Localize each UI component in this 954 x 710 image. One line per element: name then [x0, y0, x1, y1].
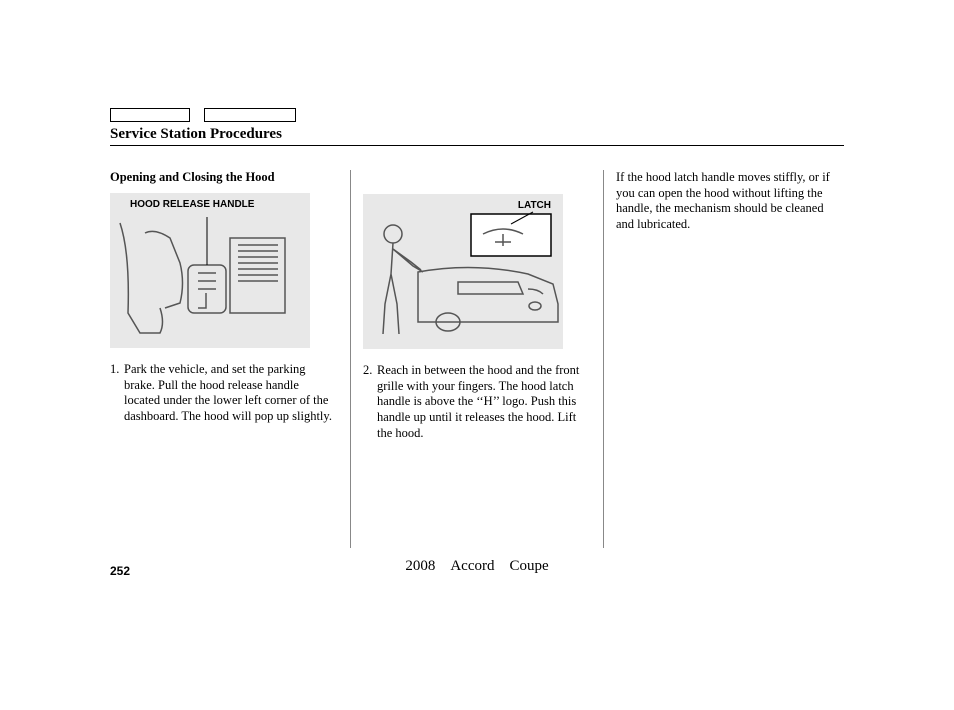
step-2-number: 2.: [363, 363, 377, 441]
illustration-label-1: HOOD RELEASE HANDLE: [130, 199, 254, 210]
column-3: If the hood latch handle moves stiffly, …: [603, 170, 844, 548]
illustration-latch: LATCH: [363, 194, 563, 349]
footer-model: 2008 Accord Coupe: [0, 558, 954, 575]
illustration-label-2: LATCH: [518, 200, 551, 211]
step-2-text: Reach in between the hood and the front …: [377, 363, 591, 441]
column-2: LATCH: [350, 170, 603, 548]
header-tab-boxes: [110, 108, 844, 122]
sub-heading: Opening and Closing the Hood: [110, 170, 338, 185]
tab-box-2: [204, 108, 296, 122]
step-1-number: 1.: [110, 362, 124, 425]
section-title: Service Station Procedures: [110, 126, 844, 146]
step-2: 2. Reach in between the hood and the fro…: [363, 363, 591, 441]
tab-box-1: [110, 108, 190, 122]
illustration-hood-release: HOOD RELEASE HANDLE: [110, 193, 310, 348]
hood-release-drawing: [110, 193, 310, 348]
latch-drawing: [363, 194, 563, 349]
column-1: Opening and Closing the Hood HOOD RELEAS…: [110, 170, 350, 548]
column-3-text: If the hood latch handle moves stiffly, …: [616, 170, 844, 233]
step-1-text: Park the vehicle, and set the parking br…: [124, 362, 338, 425]
step-1: 1. Park the vehicle, and set the parking…: [110, 362, 338, 425]
